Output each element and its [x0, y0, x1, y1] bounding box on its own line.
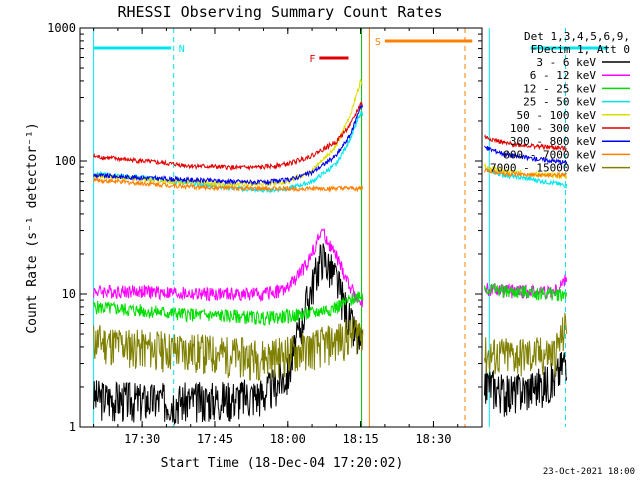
legend-label-1: 6 - 12 keV [530, 69, 597, 82]
y-axis-label: Count Rate (s⁻¹ detector⁻¹) [25, 122, 40, 333]
y-tick-label-0: 1 [69, 420, 76, 434]
y-tick-label-3: 1000 [47, 21, 76, 35]
legend-label-7: 800 - 7000 keV [503, 148, 596, 161]
x-tick-label-1: 17:45 [197, 432, 233, 446]
footer-date: 23-Oct-2021 18:00 [543, 467, 635, 477]
plot-frame [79, 27, 483, 428]
flag-label-n: N [179, 44, 185, 55]
legend-header-0: Det 1,3,4,5,6,9, [524, 30, 630, 43]
y-tick-label-2: 100 [54, 154, 76, 168]
series-line-2 [93, 283, 568, 327]
chart-title: RHESSI Observing Summary Count Rates [117, 3, 442, 21]
legend-label-4: 50 - 100 keV [517, 109, 597, 122]
x-tick-label-2: 18:00 [270, 432, 306, 446]
plot-area: N F S [93, 28, 609, 427]
legend-label-2: 12 - 25 keV [523, 82, 596, 95]
x-tick-label-0: 17:30 [124, 432, 160, 446]
x-axis-label: Start Time (18-Dec-04 17:20:02) [161, 456, 404, 471]
legend: Det 1,3,4,5,6,9,FDecim 1, Att 03 - 6 keV… [490, 30, 630, 175]
legend-label-0: 3 - 6 keV [536, 56, 596, 69]
legend-header-1: FDecim 1, Att 0 [531, 43, 630, 56]
series-line-7 [93, 168, 568, 193]
flag-label-f: F [309, 54, 315, 65]
series-line-3 [93, 111, 568, 194]
x-tick-label-3: 18:15 [343, 432, 379, 446]
series-line-0 [93, 243, 568, 425]
legend-label-6: 300 - 800 keV [510, 135, 596, 148]
legend-label-8: 7000 - 15000 keV [490, 162, 596, 175]
legend-label-5: 100 - 300 keV [510, 122, 596, 135]
series-line-6 [93, 104, 568, 187]
y-tick-label-1: 10 [62, 287, 76, 301]
legend-label-3: 25 - 50 keV [523, 96, 596, 109]
series-line-5 [93, 101, 567, 172]
x-tick-label-4: 18:30 [415, 432, 451, 446]
series-line-1 [93, 228, 568, 308]
flag-label-s: S [375, 37, 381, 48]
axes: 17:30 17:45 18:00 18:15 18:30 1 10 100 1000 [47, 21, 483, 446]
series-line-8 [93, 312, 568, 381]
